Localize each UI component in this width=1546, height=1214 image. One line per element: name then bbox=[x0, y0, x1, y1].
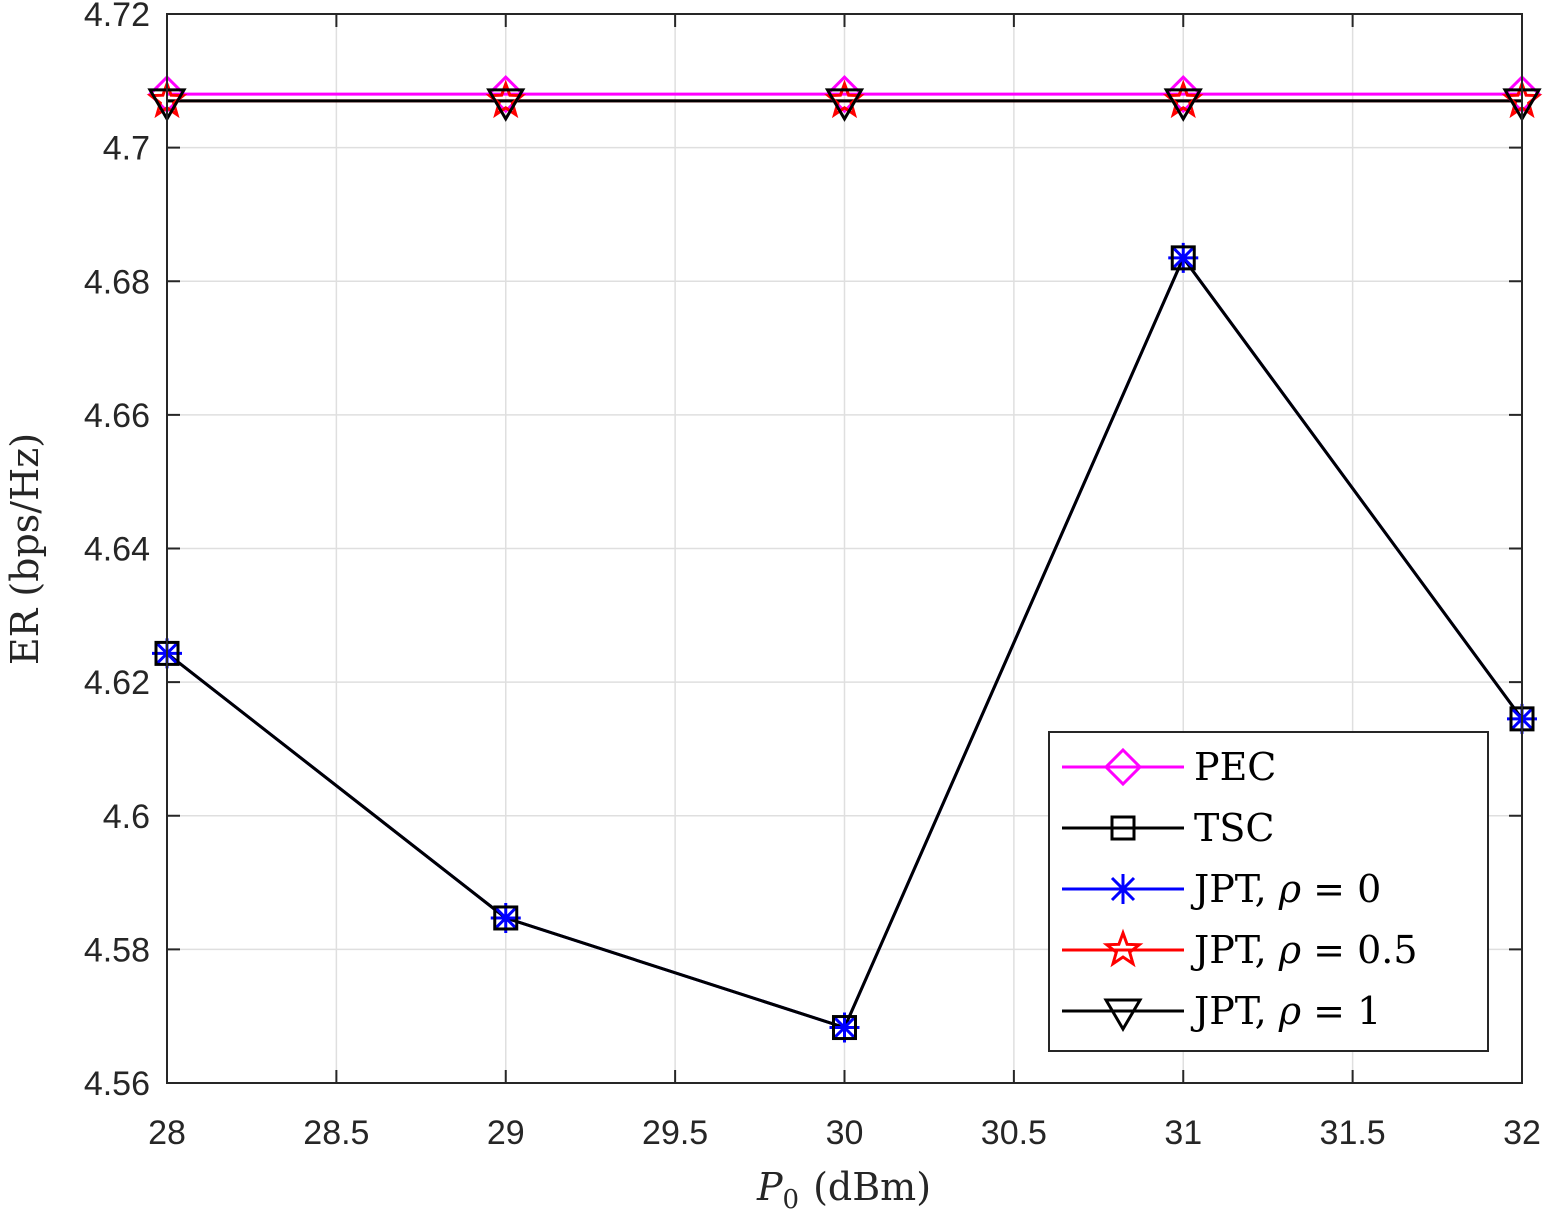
y-tick-label: 4.68 bbox=[84, 263, 150, 301]
y-tick-labels: 4.56 4.58 4.6 4.62 4.64 4.66 4.68 4.7 4.72 bbox=[84, 0, 150, 1103]
legend-marker bbox=[1110, 815, 1136, 841]
x-tick-label: 29 bbox=[487, 1114, 525, 1152]
y-tick-label: 4.58 bbox=[84, 931, 150, 969]
y-tick-label: 4.72 bbox=[84, 0, 150, 34]
x-tick-labels: 28 28.5 29 29.5 30 30.5 31 31.5 32 bbox=[148, 1114, 1541, 1152]
legend-label: JPT, ρ = 0.5 bbox=[1190, 928, 1418, 972]
legend-entry: JPT, ρ = 0 bbox=[1062, 867, 1381, 911]
legend-label: TSC bbox=[1194, 806, 1274, 850]
x-axis-label: P0 (dBm) bbox=[756, 1165, 931, 1214]
legend-marker bbox=[1103, 998, 1143, 1032]
legend-label: PEC bbox=[1194, 745, 1276, 789]
legend-entry: JPT, ρ = 0.5 bbox=[1062, 928, 1418, 972]
legend-label: JPT, ρ = 0 bbox=[1190, 867, 1381, 911]
y-tick-label: 4.64 bbox=[84, 531, 150, 569]
x-tick-label: 30.5 bbox=[981, 1114, 1047, 1152]
y-axis-label: ER (bps/Hz) bbox=[3, 433, 47, 665]
legend-marker bbox=[1108, 874, 1138, 904]
x-axis-label-var: P bbox=[756, 1165, 784, 1209]
axis-ticks bbox=[166, 13, 1523, 1084]
legend-marker bbox=[1102, 928, 1144, 968]
x-tick-label: 31.5 bbox=[1320, 1114, 1386, 1152]
legend-entry: PEC bbox=[1062, 745, 1276, 789]
data-point bbox=[1170, 245, 1196, 271]
data-point bbox=[1168, 242, 1199, 273]
x-axis-label-sub: 0 bbox=[783, 1185, 800, 1214]
data-point bbox=[486, 88, 526, 122]
data-point bbox=[493, 905, 519, 931]
data-point bbox=[824, 88, 865, 122]
data-point bbox=[829, 1012, 860, 1043]
y-tick-label: 4.56 bbox=[84, 1065, 150, 1103]
data-point bbox=[490, 902, 521, 933]
legend-marker bbox=[1103, 747, 1143, 787]
y-tick-label: 4.7 bbox=[103, 130, 150, 168]
legend: PEC TSC JPT, ρ = 0 JPT, ρ = 0.5 JPT, ρ = 1 bbox=[1048, 731, 1489, 1052]
data-point bbox=[1163, 88, 1203, 122]
y-tick-label: 4.6 bbox=[103, 798, 150, 836]
y-tick-label: 4.62 bbox=[84, 664, 150, 702]
x-tick-label: 28 bbox=[148, 1114, 186, 1152]
legend-entry: TSC bbox=[1062, 806, 1274, 850]
x-tick-label: 28.5 bbox=[303, 1114, 369, 1152]
legend-entry: JPT, ρ = 1 bbox=[1062, 989, 1381, 1033]
x-tick-label: 30 bbox=[826, 1114, 864, 1152]
x-tick-label: 31 bbox=[1164, 1114, 1202, 1152]
x-tick-label: 32 bbox=[1503, 1114, 1541, 1152]
legend-label: JPT, ρ = 1 bbox=[1190, 989, 1381, 1033]
y-tick-label: 4.66 bbox=[84, 397, 150, 435]
data-point bbox=[832, 1015, 857, 1041]
x-tick-label: 29.5 bbox=[642, 1114, 708, 1152]
x-axis-label-unit: (dBm) bbox=[813, 1165, 931, 1209]
